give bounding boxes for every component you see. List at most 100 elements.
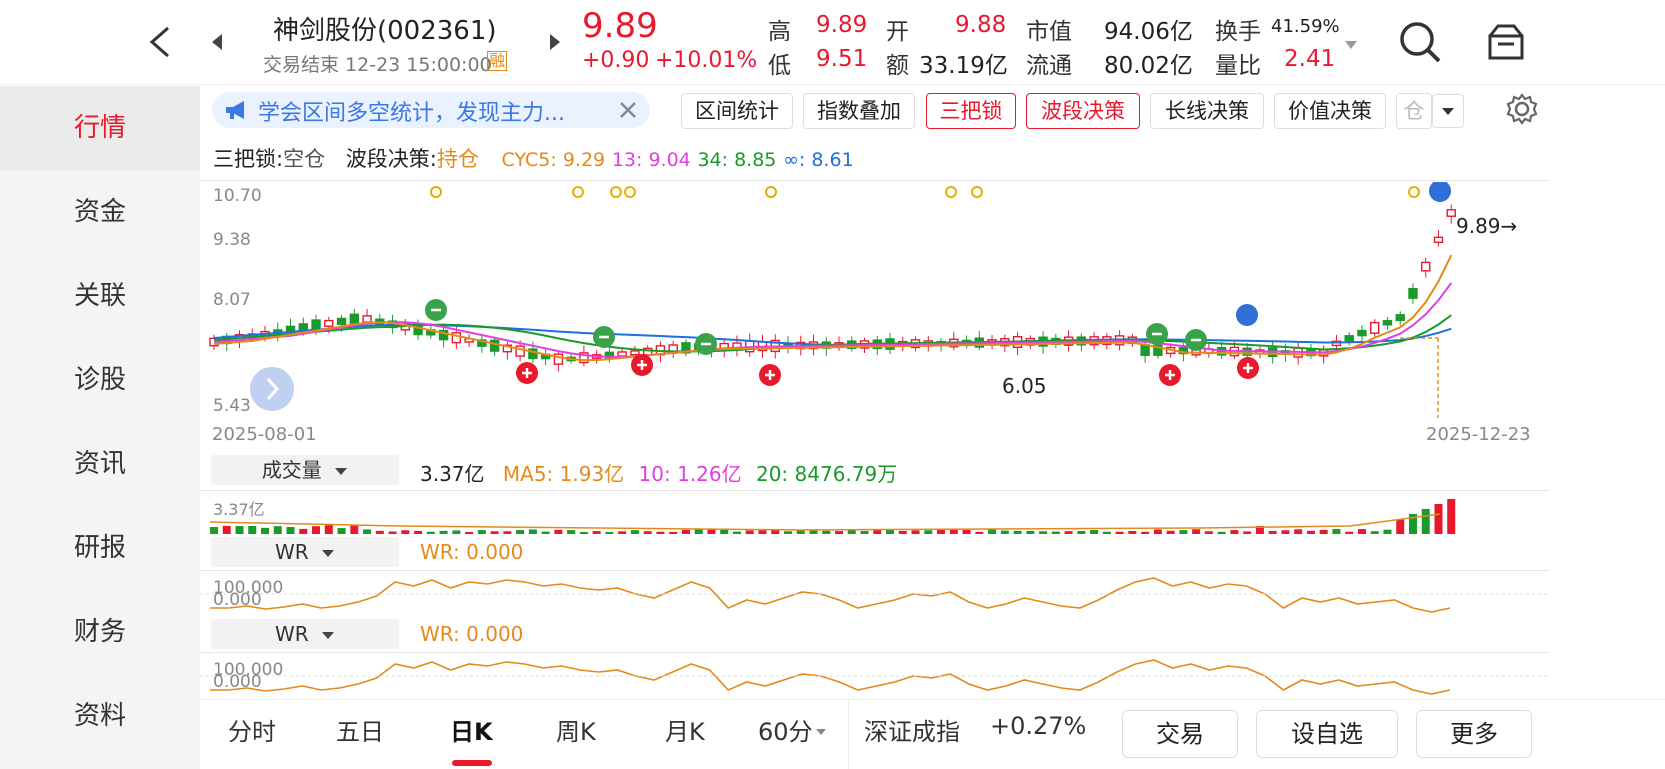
signal-marker-icon: [1408, 186, 1420, 198]
band-decision-button[interactable]: 波段决策: [1026, 93, 1140, 129]
volume-bar: [1255, 526, 1264, 534]
volume-bar: [1179, 530, 1188, 534]
signal-marker-icon: [945, 186, 957, 198]
expand-arrow-icon[interactable]: [250, 367, 294, 411]
candle-body: [502, 344, 513, 353]
volume-bar: [375, 530, 384, 534]
volume-bar: [503, 531, 512, 534]
candle-body: [553, 353, 564, 365]
sidebar-item-news[interactable]: 资讯: [73, 449, 126, 479]
volume-bar: [771, 529, 780, 534]
tab-intraday[interactable]: 分时: [228, 718, 276, 746]
index-overlay-button[interactable]: 指数叠加: [803, 93, 915, 129]
expand-stats-icon[interactable]: [1344, 36, 1358, 55]
wr1-indicator-select[interactable]: WR: [211, 537, 399, 567]
volume-legend: 3.37亿 MA5: 1.93亿 10: 1.26亿 20: 8476.79万: [420, 458, 897, 487]
kline-chart[interactable]: 10.70 9.38 8.07 5.43 9.89→ 6.05: [200, 182, 1550, 422]
wr-line: [210, 659, 1451, 695]
volume-bar: [567, 530, 576, 534]
settings-icon[interactable]: [1505, 92, 1539, 130]
wr2-indicator-label: WR: [274, 622, 309, 646]
bottom-divider: [200, 699, 1665, 700]
volume-bar: [1000, 530, 1009, 534]
volume-bar: [261, 527, 270, 534]
volume-bar: [388, 531, 397, 534]
volume-bar: [1217, 531, 1226, 534]
volume-bar: [745, 530, 754, 534]
volume-bar: [1345, 531, 1354, 534]
sidebar-item-profile[interactable]: 资料: [73, 701, 126, 731]
current-price: 9.89: [582, 6, 658, 46]
volume-bar: [924, 530, 933, 534]
divider: [200, 490, 1550, 491]
volume-bar: [1357, 529, 1366, 534]
tab-monthly-k[interactable]: 月K: [665, 718, 705, 746]
candle-body: [1433, 236, 1444, 244]
sidebar-item-funds[interactable]: 资金: [73, 197, 126, 227]
volume-bar: [465, 531, 474, 534]
volume-bar: [1370, 531, 1379, 534]
candle-body: [451, 332, 462, 344]
trade-button[interactable]: 交易: [1122, 710, 1238, 758]
share-icon[interactable]: [1486, 22, 1526, 66]
tab-weekly-k[interactable]: 周K: [556, 718, 596, 746]
promo-banner[interactable]: 学会区间多空统计，发现主力...: [212, 92, 650, 128]
sidebar-item-research[interactable]: 研报: [73, 533, 126, 563]
three-locks-button[interactable]: 三把锁: [926, 93, 1016, 129]
stat-volratio-label: 量比: [1215, 53, 1261, 79]
wr2-chart[interactable]: 100.000 0.000: [200, 654, 1550, 698]
value-decision-button[interactable]: 价值决策: [1274, 93, 1386, 129]
divider: [200, 570, 1550, 571]
stat-amount-value: 33.19亿: [919, 53, 1008, 79]
sidebar-item-finance[interactable]: 财务: [73, 617, 126, 647]
wr2-value: WR: 0.000: [420, 622, 524, 646]
volume-bar: [324, 525, 333, 534]
volume-bar: [401, 530, 410, 534]
tab-five-day[interactable]: 五日: [336, 718, 384, 746]
more-button[interactable]: 更多: [1416, 710, 1532, 758]
tab-daily-k[interactable]: 日K: [450, 718, 493, 746]
cycinf-line: [213, 323, 1452, 347]
margin-badge: 融: [487, 51, 508, 71]
price-change: +0.90: [582, 48, 650, 73]
volume-bar: [554, 529, 563, 534]
volume-bar: [1319, 529, 1328, 534]
cyc13-value: 13: 9.04: [611, 149, 691, 171]
sidebar-item-related[interactable]: 关联: [73, 281, 126, 311]
toolbar-dropdown-icon[interactable]: [1432, 94, 1464, 128]
tab-60min[interactable]: 60分: [758, 712, 827, 747]
stock-name: 神剑股份(002361): [273, 16, 497, 46]
volume-bar: [235, 526, 244, 534]
sidebar-item-quote[interactable]: 行情: [0, 86, 200, 170]
volume-bar: [975, 531, 984, 534]
interval-stats-button[interactable]: 区间统计: [681, 93, 793, 129]
volume-chart[interactable]: 3.37亿: [200, 492, 1550, 536]
volume-bar: [732, 531, 741, 534]
next-stock-icon[interactable]: [548, 32, 562, 56]
add-watchlist-button[interactable]: 设自选: [1256, 710, 1398, 758]
wr1-axis-bottom: 0.000: [213, 590, 262, 610]
position-button[interactable]: 仓: [1396, 93, 1432, 129]
sidebar-item-diagnosis[interactable]: 诊股: [73, 365, 126, 395]
prev-stock-icon[interactable]: [210, 32, 224, 56]
back-icon[interactable]: [140, 22, 180, 62]
candle-body: [489, 339, 500, 352]
tab-60min-label: 60分: [758, 718, 813, 746]
volume-bar: [835, 531, 843, 534]
volume-indicator-select[interactable]: 成交量: [211, 455, 399, 485]
long-term-decision-button[interactable]: 长线决策: [1150, 93, 1264, 129]
wr1-chart[interactable]: 100.000 0.000: [200, 572, 1550, 616]
wr2-axis-bottom: 0.000: [213, 672, 262, 692]
wr2-indicator-select[interactable]: WR: [211, 619, 399, 649]
search-icon[interactable]: [1398, 20, 1442, 68]
volume-bar: [1090, 529, 1099, 534]
signal-marker-icon: [572, 186, 584, 198]
candle-body: [1382, 319, 1393, 326]
signal-marker-icon: [624, 186, 636, 198]
index-name[interactable]: 深证成指: [864, 718, 960, 746]
signal-line: 三把锁:空仓 波段决策:持仓 CYC5: 9.29 13: 9.04 34: 8…: [213, 143, 854, 173]
volume-bar: [630, 530, 639, 534]
candle-body: [349, 313, 360, 326]
y-label-2: 9.38: [213, 230, 251, 250]
close-icon[interactable]: [618, 100, 638, 124]
